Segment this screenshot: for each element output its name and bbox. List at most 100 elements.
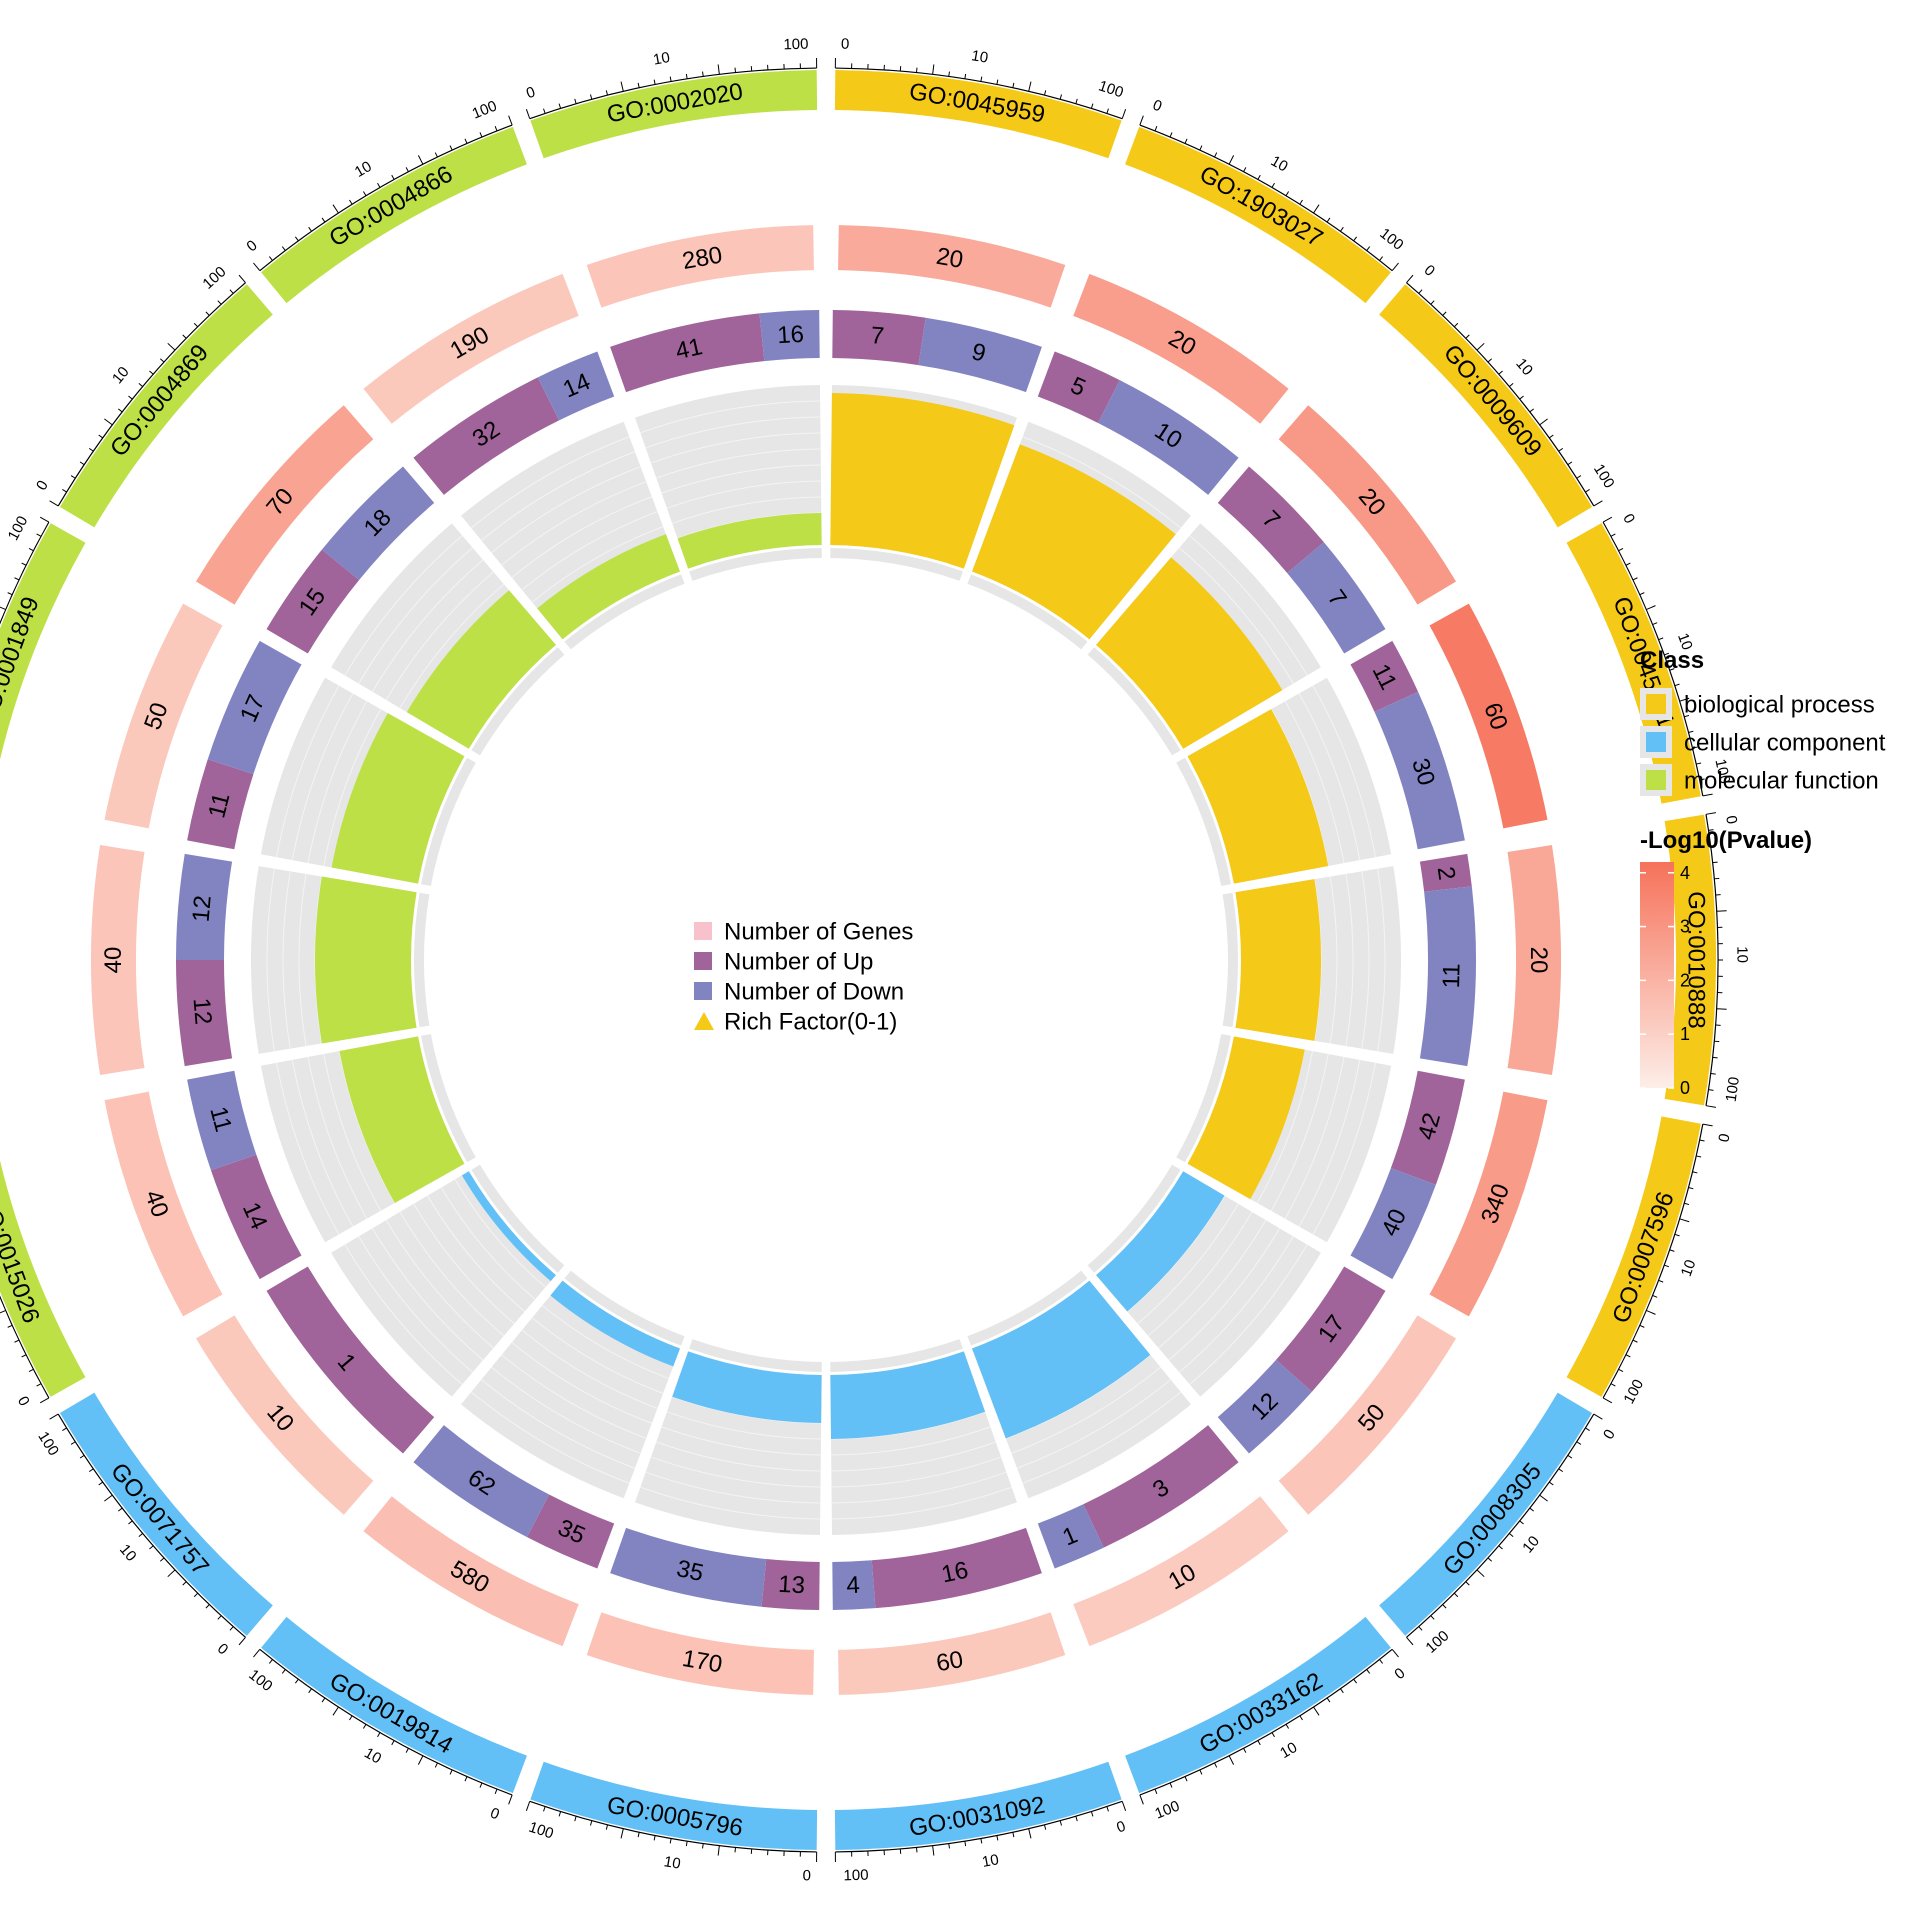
axis-tick	[479, 1782, 483, 1788]
axis-tick-label: 10	[1674, 631, 1696, 653]
axis-tick	[1442, 1604, 1447, 1609]
axis-tick	[1708, 1089, 1714, 1091]
genes-label: 20	[934, 243, 965, 274]
pvalue-tick-label: 4	[1680, 863, 1690, 883]
axis-tick	[1075, 98, 1078, 104]
axis-tick	[620, 81, 624, 92]
axis-tick	[653, 79, 656, 85]
term-id-label: GO:0008305	[1438, 1458, 1547, 1581]
axis-tick-label: 10	[361, 1744, 384, 1767]
rich-gridline	[291, 1059, 354, 1227]
up-bar	[1276, 1266, 1386, 1392]
rich-gridline	[358, 547, 473, 684]
axis-tick	[1326, 1697, 1331, 1703]
rich-gridline	[1329, 876, 1338, 1044]
rich-gridline	[1270, 1053, 1329, 1212]
genes-bar	[104, 1091, 223, 1317]
axis-tick	[980, 76, 983, 82]
rich-gridline	[276, 685, 340, 858]
axis-arc	[0, 1294, 50, 1399]
axis-tick	[434, 152, 438, 158]
genes-label: 40	[100, 947, 127, 974]
axis-tick	[1059, 94, 1063, 100]
pvalue-tick-label: 2	[1680, 970, 1690, 990]
rich-gridline	[1312, 1062, 1376, 1235]
axis-tick	[589, 94, 593, 100]
axis-tick	[1121, 1801, 1127, 1811]
axis-tick-label: 10	[663, 1853, 682, 1873]
rich-base	[1087, 647, 1181, 756]
rich-gridline	[511, 496, 653, 578]
axis-tick	[558, 1811, 562, 1817]
rich-gridline	[491, 1366, 641, 1454]
axis-tick	[377, 182, 381, 188]
axis-tick	[1539, 1494, 1548, 1502]
rich-gridline	[831, 1456, 1002, 1488]
rich-gridline	[266, 868, 275, 1052]
rich-gridline	[521, 511, 658, 591]
center-legend-label: Rich Factor(0-1)	[724, 1009, 897, 1036]
axis-tick	[217, 1615, 222, 1620]
axis-tick	[21, 1354, 27, 1358]
axis-tick	[281, 1669, 286, 1674]
rich-gridline	[323, 1053, 382, 1212]
rich-gridline	[371, 1228, 484, 1361]
rich-gridline	[413, 1203, 515, 1325]
axis-tick	[1418, 1626, 1423, 1631]
axis-tick	[1699, 1139, 1705, 1142]
rich-gridline	[1284, 701, 1345, 864]
rich-gridline	[1168, 1228, 1281, 1361]
axis-tick-label: 0	[33, 478, 52, 494]
axis-tick	[464, 138, 468, 144]
axis-tick-label: 0	[1715, 1132, 1733, 1143]
axis-tick	[229, 1626, 234, 1631]
axis-arc	[1406, 1413, 1595, 1638]
axis-tick	[117, 1507, 123, 1512]
rich-gridline	[481, 451, 636, 541]
term-id-label: GO:0009609	[1438, 339, 1547, 462]
axis-tick-label: 0	[1600, 1427, 1619, 1443]
axis-tick	[734, 1847, 737, 1853]
axis-tick	[996, 79, 999, 85]
rich-gridline	[399, 583, 505, 709]
rich-base	[1176, 757, 1231, 887]
axis-tick	[349, 199, 353, 205]
axis-tick	[525, 109, 531, 119]
axis-tick	[138, 1532, 144, 1537]
axis-tick	[637, 82, 640, 88]
axis-tick	[1710, 1073, 1716, 1075]
up-bar	[266, 1266, 435, 1454]
axis-tick	[1674, 683, 1680, 687]
up-bar	[527, 1494, 615, 1569]
axis-tick	[574, 1816, 577, 1822]
class-band	[1379, 1392, 1593, 1636]
axis-tick	[98, 1481, 104, 1486]
down-bar	[1287, 542, 1386, 654]
rich-gridline	[323, 708, 382, 867]
rich-base	[689, 1339, 822, 1372]
rich-gridline	[541, 1305, 669, 1379]
axis-tick-label: 10	[1268, 153, 1291, 176]
axis-tick	[21, 562, 27, 566]
rich-bar	[1187, 1036, 1305, 1200]
rich-gridline	[1016, 1379, 1171, 1469]
pvalue-tick-label: 1	[1680, 1024, 1690, 1044]
rich-base	[564, 1270, 685, 1346]
axis-tick	[349, 1715, 353, 1721]
down-bar	[1374, 691, 1465, 850]
rich-gridline	[1376, 868, 1386, 1052]
axis-tick	[217, 300, 222, 305]
rich-gridline	[344, 535, 463, 676]
axis-tick	[1243, 167, 1247, 172]
axis-tick	[405, 167, 409, 172]
rich-base	[830, 1339, 963, 1372]
axis-tick	[449, 1769, 453, 1775]
axis-tick-label: 10	[1519, 1533, 1543, 1557]
axis-tick	[1366, 246, 1371, 251]
axis-tick	[1712, 861, 1718, 864]
axis-tick	[1090, 1811, 1094, 1817]
rich-gridline	[650, 1456, 821, 1488]
class-legend-label: cellular component	[1684, 730, 1886, 757]
rich-gridline	[831, 1426, 991, 1456]
